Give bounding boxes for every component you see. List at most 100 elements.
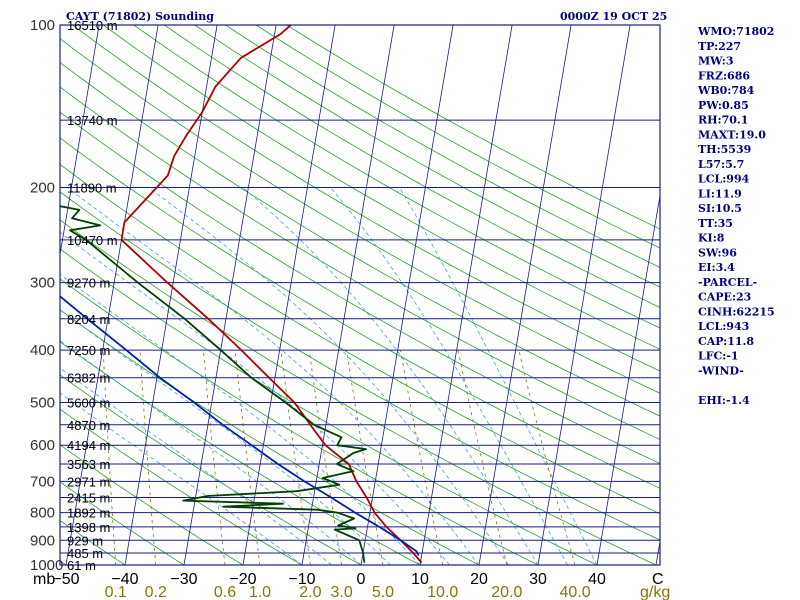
stat-line: MAXT:19.0 xyxy=(698,128,766,141)
stat-line: TT:35 xyxy=(698,217,733,230)
stat-line: L57:5.7 xyxy=(698,158,744,171)
height-label: 2971 m xyxy=(67,474,110,489)
dry-adiabat xyxy=(60,191,660,541)
dry-adiabat xyxy=(60,86,660,441)
stat-line: EHI:-1.4 xyxy=(698,394,750,407)
mixing-ratio-tick-label: 0.1 xyxy=(105,584,127,600)
height-label: 1892 m xyxy=(67,506,110,521)
temperature-tick-label: −40 xyxy=(111,571,138,588)
stat-line: LCL:943 xyxy=(698,320,749,333)
height-label: 61 m xyxy=(67,558,96,573)
mixing-ratio-tick-label: 2.0 xyxy=(299,584,321,600)
height-label: 4194 m xyxy=(67,438,110,453)
dry-adiabat xyxy=(60,444,244,565)
dry-adiabat xyxy=(60,520,126,565)
dry-adiabat xyxy=(255,25,660,249)
isotherm xyxy=(183,25,277,565)
dry-adiabat xyxy=(72,25,660,372)
stat-line: FRZ:686 xyxy=(698,69,750,82)
mixing-ratio-tick-label: 20.0 xyxy=(491,584,522,600)
pressure-tick-label: 800 xyxy=(30,505,55,522)
stat-line: SI:10.5 xyxy=(698,202,742,215)
temperature-tick-label: −20 xyxy=(229,571,256,588)
stat-line: LCL:994 xyxy=(698,173,750,186)
height-label: 929 m xyxy=(67,533,103,548)
mixing-ratio-tick-label: 10.0 xyxy=(427,584,458,600)
mixing-ratio-tick-label: 0.6 xyxy=(214,584,236,600)
stat-line: SW:96 xyxy=(698,246,737,259)
stat-line: WMO:71802 xyxy=(697,25,774,38)
dry-adiabat xyxy=(60,111,660,465)
chart-datetime: 0000Z 19 OCT 25 xyxy=(560,10,667,23)
pressure-tick-label: 300 xyxy=(30,275,55,292)
isotherm xyxy=(478,25,572,565)
dry-adiabat xyxy=(60,278,539,565)
stat-line: MW:3 xyxy=(698,55,734,68)
dewpoint-profile xyxy=(60,205,367,563)
pressure-tick-label: 900 xyxy=(30,532,55,549)
height-label: 1398 m xyxy=(67,520,110,535)
dry-adiabat xyxy=(60,481,185,565)
dry-adiabat xyxy=(60,219,657,565)
temperature-profile xyxy=(120,25,423,564)
stat-line: CINH:62215 xyxy=(698,305,775,318)
mixing-ratio-tick-label: 5.0 xyxy=(372,584,394,600)
moist-adiabat xyxy=(60,309,391,565)
mixing-ratio-line xyxy=(139,350,157,565)
height-label: 2415 m xyxy=(67,491,110,506)
isotherm xyxy=(537,25,631,565)
stat-line: CAP:11.8 xyxy=(698,335,754,348)
mixing-ratio-tick-label: 0.2 xyxy=(145,584,167,600)
isotherm xyxy=(360,25,454,565)
isotherm xyxy=(124,25,218,565)
stat-line: -WIND- xyxy=(698,364,744,377)
mixing-ratio-line xyxy=(346,350,384,565)
plot-frame xyxy=(59,24,661,566)
isotherm xyxy=(60,25,100,257)
stat-line: WB0:784 xyxy=(697,84,755,97)
moist-adiabat xyxy=(60,340,362,565)
dry-adiabat xyxy=(60,137,660,489)
mixing-ratio-line xyxy=(457,350,508,565)
dry-adiabat xyxy=(194,25,660,288)
dry-adiabat xyxy=(60,341,421,565)
height-label: 3563 m xyxy=(67,457,110,472)
stat-line: EI:3.4 xyxy=(698,261,735,274)
pressure-unit-label: mb xyxy=(33,571,55,588)
isotherm xyxy=(301,25,395,565)
mixing-ratio-tick-label: 1.0 xyxy=(249,584,271,600)
height-label: 5600 m xyxy=(67,395,110,410)
dry-adiabat xyxy=(164,25,660,308)
temperature-tick-label: 10 xyxy=(411,571,429,588)
stat-line: PW:0.85 xyxy=(698,99,749,112)
stat-line: LFC:-1 xyxy=(698,350,739,363)
mixing-ratio-unit-label: g/kg xyxy=(640,584,670,600)
height-label: 9270 m xyxy=(67,276,110,291)
stat-line: TP:227 xyxy=(698,40,741,53)
x-unit-label: C xyxy=(652,571,664,588)
dry-adiabat xyxy=(133,25,660,329)
dry-adiabat xyxy=(102,25,660,350)
temperature-tick-label: 40 xyxy=(588,571,606,588)
pressure-tick-label: 1000 xyxy=(30,557,63,574)
isotherm xyxy=(419,25,513,565)
pressure-tick-label: 100 xyxy=(30,17,55,34)
height-label: 4870 m xyxy=(67,418,110,433)
parcel-profile xyxy=(60,295,420,556)
chart-title: CAYT (71802) Sounding xyxy=(66,10,214,23)
stat-line: -PARCEL- xyxy=(698,276,757,289)
height-label: 16510 m xyxy=(67,18,118,33)
mixing-ratio-tick-label: 3.0 xyxy=(330,584,352,600)
mixing-ratio-line xyxy=(203,350,226,565)
height-label: 8204 m xyxy=(67,312,110,327)
isotherm xyxy=(65,25,159,565)
stat-line: KI:8 xyxy=(698,232,725,245)
temperature-tick-label: 0 xyxy=(357,571,366,588)
temperature-tick-label: −30 xyxy=(170,571,197,588)
isotherm xyxy=(596,193,660,565)
temperature-tick-label: 20 xyxy=(470,571,488,588)
temperature-tick-label: −50 xyxy=(52,571,79,588)
dry-adiabat xyxy=(60,61,660,417)
height-label: 11890 m xyxy=(67,181,117,196)
